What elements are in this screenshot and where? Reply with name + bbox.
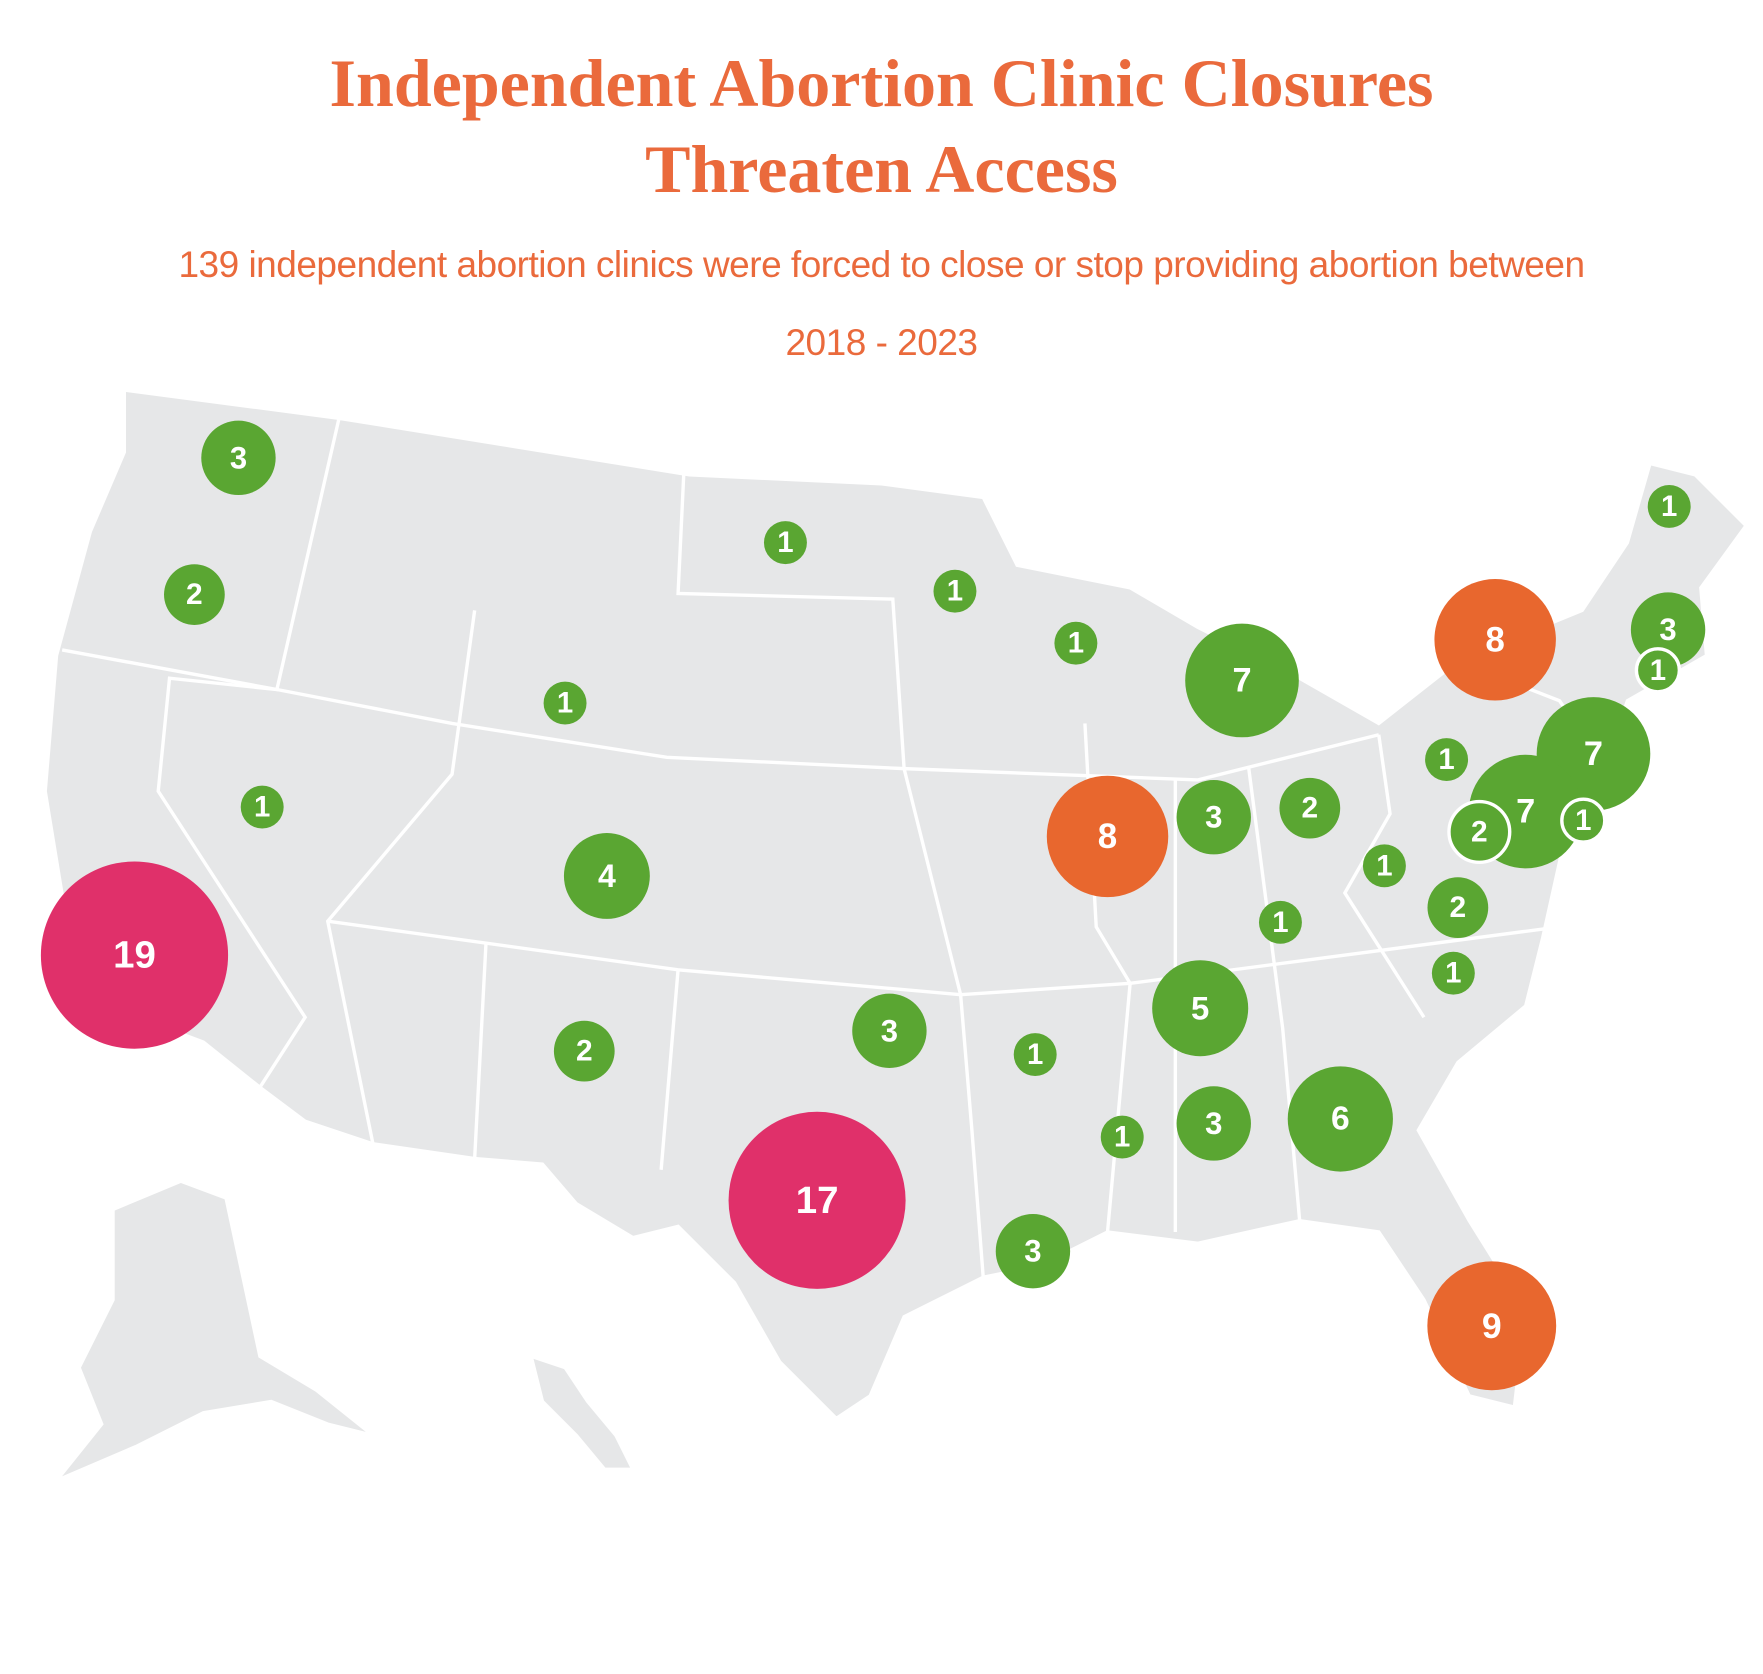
marker-label: 17: [796, 1179, 839, 1222]
marker-label: 1: [1575, 804, 1591, 837]
marker-label: 1: [1445, 957, 1461, 990]
marker-bubble: [543, 681, 587, 725]
marker-bubble: [1176, 780, 1251, 855]
hawaii: [528, 1353, 636, 1472]
marker-bubble: [1176, 1086, 1251, 1161]
marker-label: 1: [1376, 849, 1392, 882]
marker-label: 1: [1114, 1121, 1130, 1154]
marker-bubble: [1634, 647, 1682, 694]
marker-label: 2: [1471, 815, 1488, 848]
marker-bubble: [240, 785, 284, 829]
marker-label: 1: [557, 687, 573, 720]
marker-label: 1: [1438, 743, 1454, 776]
marker-label: 3: [1205, 800, 1222, 835]
marker-label: 2: [1450, 891, 1467, 924]
marker-label: 1: [254, 791, 270, 824]
marker-bubble: [1362, 844, 1406, 888]
marker-label: 3: [1659, 612, 1676, 647]
marker-label: 3: [230, 440, 247, 475]
marker-bubble: [1447, 799, 1512, 864]
marker-label: 19: [113, 934, 156, 977]
marker-label: 1: [777, 526, 793, 559]
marker-bubble: [1647, 484, 1691, 528]
marker-label: 7: [1232, 661, 1251, 699]
marker-label: 1: [1068, 627, 1084, 660]
marker-bubble: [1630, 592, 1706, 667]
marker-bubble: [1046, 775, 1169, 898]
marker-bubble: [1427, 1261, 1557, 1391]
marker-bubble: [164, 564, 225, 625]
marker-bubble: [553, 1020, 615, 1082]
subtitle: 139 independent abortion clinics were fo…: [178, 244, 1585, 363]
marker-label: 2: [186, 578, 203, 611]
marker-bubble: [728, 1111, 906, 1289]
marker-label: 6: [1331, 1100, 1350, 1137]
marker-label: 2: [1301, 792, 1318, 825]
marker-bubble: [1427, 877, 1489, 938]
marker-label: 7: [1584, 735, 1603, 773]
marker-label: 3: [1205, 1106, 1222, 1141]
marker-bubble: [995, 1214, 1071, 1289]
title: Independent Abortion Clinic Closures Thr…: [329, 45, 1434, 207]
marker-label: 5: [1191, 990, 1209, 1027]
marker-bubble: [763, 521, 807, 565]
marker-label: 1: [1661, 490, 1677, 523]
marker-bubble: [201, 420, 276, 496]
state-border: [676, 474, 985, 1278]
marker-label: 8: [1098, 817, 1117, 856]
marker-label: 7: [1516, 793, 1535, 831]
marker-bubble: [1434, 579, 1556, 701]
state-border: [156, 417, 341, 1089]
marker-bubble: [1013, 1033, 1057, 1077]
marker-label: 4: [598, 858, 616, 894]
marker-bubble: [1152, 960, 1249, 1057]
marker-bubble: [40, 861, 229, 1049]
marker-bubble: [1279, 777, 1341, 839]
marker-bubble: [933, 569, 977, 613]
marker-label: 9: [1482, 1306, 1502, 1346]
marker-label: 1: [1650, 654, 1666, 687]
state-border: [325, 610, 680, 1170]
marker-bubble: [1431, 951, 1475, 995]
marker-bubble: [563, 833, 650, 919]
marker-bubble: [852, 993, 927, 1069]
marker-label: 8: [1485, 620, 1504, 659]
header: Independent Abortion Clinic Closures Thr…: [0, 40, 1763, 382]
marker-label: 2: [576, 1035, 593, 1068]
marker-bubble: [1185, 623, 1299, 738]
marker-bubble: [1560, 797, 1607, 844]
marker-bubble: [1054, 621, 1098, 665]
marker-label: 3: [1024, 1234, 1041, 1269]
marker-bubble: [1287, 1066, 1393, 1172]
marker-label: 1: [947, 575, 963, 608]
marker-label: 1: [1272, 906, 1288, 939]
marker-bubble: [1425, 738, 1469, 782]
alaska: [55, 1179, 375, 1483]
marker-bubble: [1258, 900, 1302, 944]
marker-label: 3: [881, 1013, 898, 1048]
marker-bubble: [1100, 1115, 1144, 1159]
marker-label: 1: [1027, 1038, 1043, 1071]
